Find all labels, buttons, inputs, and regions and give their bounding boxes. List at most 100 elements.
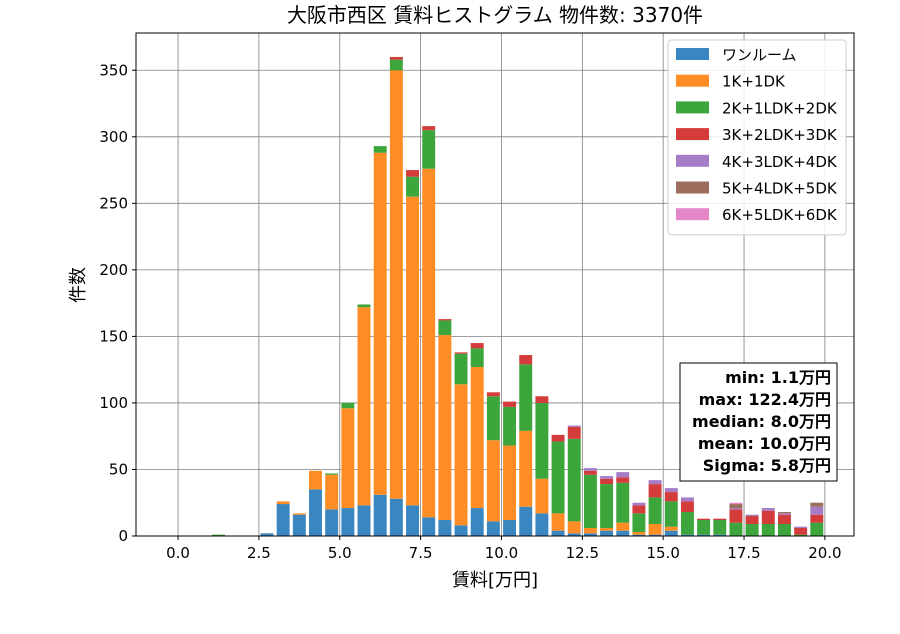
histogram-bar-segment <box>325 474 339 510</box>
histogram-bar-segment <box>486 521 500 536</box>
histogram-bar-segment <box>648 534 662 536</box>
histogram-bar-segment <box>406 176 419 197</box>
histogram-bar-segment <box>600 476 614 479</box>
histogram-bar-segment <box>632 502 646 506</box>
y-tick-label: 350 <box>99 61 128 79</box>
histogram-bar-segment <box>292 514 306 536</box>
x-tick-label: 0.0 <box>166 544 190 562</box>
histogram-bar-segment <box>697 520 711 535</box>
y-axis-title: 件数 <box>68 267 89 303</box>
histogram-bar-segment <box>503 401 517 407</box>
histogram-bar-segment <box>454 353 468 385</box>
histogram-bar-segment <box>697 518 711 521</box>
histogram-bar-segment <box>389 70 403 499</box>
histogram-bar-segment <box>713 520 727 535</box>
y-tick-label: 300 <box>99 128 128 146</box>
histogram-bar-segment <box>583 528 597 534</box>
histogram-bar-segment <box>794 534 808 536</box>
y-tick-label: 200 <box>99 261 128 279</box>
histogram-bar-segment <box>713 518 727 521</box>
histogram-bar-segment <box>616 472 630 478</box>
grid-lines <box>136 33 854 537</box>
histogram-bar-segment <box>567 425 581 427</box>
histogram-bar-segment <box>680 497 694 502</box>
histogram-bar-segment <box>260 533 274 536</box>
histogram-bar-segment <box>373 494 387 536</box>
x-tick-label: 12.5 <box>566 544 599 562</box>
histogram-bar-segment <box>761 510 775 525</box>
legend-swatch <box>676 101 709 114</box>
histogram-bar-segment <box>212 534 225 536</box>
histogram-bar-segment <box>583 474 597 529</box>
legend-frame <box>667 39 847 236</box>
y-tick-label: 50 <box>109 460 128 478</box>
histogram-bar-segment <box>648 484 662 498</box>
histogram-bar-segment <box>292 513 306 515</box>
histogram-bar-segment <box>664 488 678 493</box>
legend-swatch <box>676 154 709 167</box>
histogram-bar-segment <box>438 335 452 521</box>
histogram-bar-segment <box>810 506 824 515</box>
histogram-bar-segment <box>470 348 484 368</box>
histogram-bar-segment <box>616 530 630 536</box>
histogram-bar-segment <box>551 530 565 536</box>
stats-line: min: 1.1万円 <box>725 368 831 387</box>
legend-label: 3K+2LDK+3DK <box>722 126 838 144</box>
histogram-bar-segment <box>486 392 500 397</box>
histogram-bar-segment <box>583 470 597 475</box>
histogram-bar-segment <box>373 146 387 153</box>
histogram-bar-segment <box>745 514 759 517</box>
histogram-bar-segment <box>503 445 517 521</box>
histogram-bar-segment <box>567 426 581 439</box>
histogram-bar-segment <box>777 512 791 514</box>
histogram-bar-segment <box>777 524 791 536</box>
histogram-bar-segment <box>551 513 565 531</box>
histogram-bar-segment <box>438 320 452 336</box>
stats-box-frame <box>679 362 838 482</box>
histogram-bar-segment <box>438 319 452 321</box>
histogram-bar-segment <box>341 402 355 409</box>
histogram-bar-segment <box>422 130 436 169</box>
histogram-bar-segment <box>794 528 808 535</box>
y-ticks: 0 50 100 150 200 250 300 350 <box>99 61 136 545</box>
histogram-bar-segment <box>357 307 371 506</box>
y-tick-label: 250 <box>99 194 128 212</box>
legend-swatch <box>676 181 709 194</box>
x-tick-label: 20.0 <box>808 544 841 562</box>
histogram-bar-segment <box>357 505 371 536</box>
x-tick-label: 17.5 <box>727 544 760 562</box>
legend-label: 5K+4LDK+5DK <box>722 180 838 198</box>
histogram-bar-segment <box>276 501 290 505</box>
y-tick-label: 150 <box>99 327 128 345</box>
histogram-bar-segment <box>503 406 517 446</box>
legend-label: 2K+1LDK+2DK <box>722 99 838 117</box>
histogram-bar-segment <box>794 526 808 529</box>
histogram-bar-segment <box>406 170 419 177</box>
histogram-bar-segment <box>486 440 500 522</box>
histogram-bar-segment <box>761 508 775 511</box>
x-tick-label: 15.0 <box>646 544 679 562</box>
histogram-bar-segment <box>406 196 419 506</box>
y-tick-label: 100 <box>99 394 128 412</box>
histogram-bar-segment <box>632 534 646 536</box>
legend-swatch <box>676 48 709 60</box>
histogram-bar-segment <box>761 524 775 536</box>
histogram-bar-segment <box>745 516 759 525</box>
histogram-bar-segment <box>664 501 678 527</box>
histogram-bar-segment <box>729 502 743 505</box>
histogram-bar-segment <box>664 492 678 502</box>
histogram-bar-segment <box>567 533 581 536</box>
histogram-bar-segment <box>438 520 452 536</box>
legend-label: 6K+5LDK+6DK <box>722 206 838 224</box>
bars <box>212 56 824 536</box>
histogram-bar-segment <box>276 504 290 536</box>
y-tick-label: 0 <box>118 527 128 545</box>
histogram-bar-segment <box>632 505 646 514</box>
histogram-bar-segment <box>648 524 662 535</box>
histogram-bar-segment <box>777 514 791 525</box>
legend-swatch <box>676 208 709 221</box>
x-tick-label: 7.5 <box>409 544 433 562</box>
stats-line: Sigma: 5.8万円 <box>703 456 831 475</box>
histogram-bar-segment <box>519 430 533 507</box>
